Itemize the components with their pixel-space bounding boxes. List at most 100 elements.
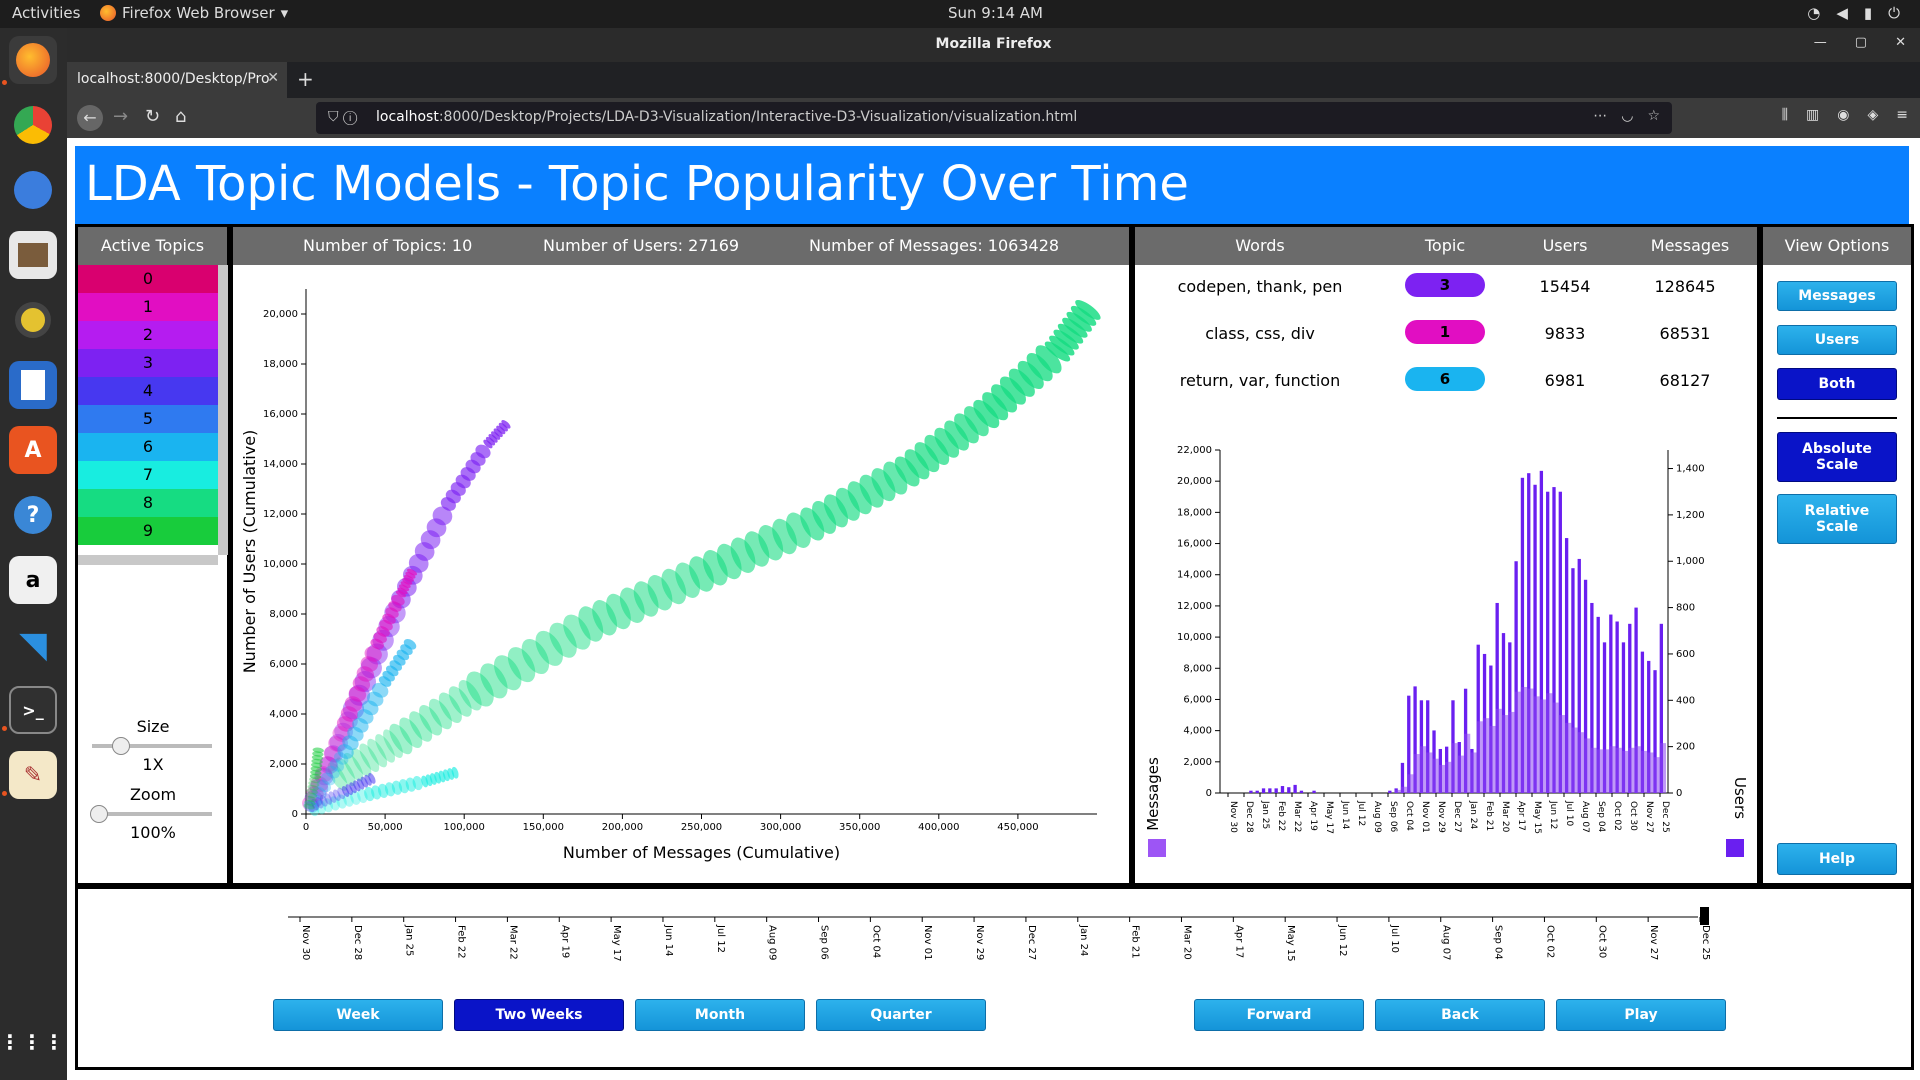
topic-toggle-9[interactable]: 9 [78,517,218,545]
topic-9-trail[interactable] [303,747,324,810]
messages-legend-swatch[interactable] [1148,839,1166,857]
close-tab-icon[interactable]: ✕ [267,70,279,86]
left-tick-label: 2,000 [1183,757,1212,768]
topic-toggle-4[interactable]: 4 [78,377,218,405]
back-button[interactable]: Back [1375,999,1545,1031]
pocket-icon[interactable]: ◡ [1621,108,1634,124]
app-menu[interactable]: Firefox Web Browser ▾ [100,4,288,22]
month-button[interactable]: Month [635,999,805,1031]
firefox-launcher[interactable] [9,36,57,84]
scatter-chart[interactable]: 0 50,000 100,000 150,000 200,000 250,000 300,0… [233,265,1129,883]
amazon-launcher[interactable]: a [9,556,57,604]
absolute-scale-button[interactable]: Absolute Scale [1777,432,1897,482]
bubble [999,376,1026,405]
topic-toggle-2[interactable]: 2 [78,321,218,349]
table-row[interactable]: return, var, function 6 6981 68127 [1135,361,1755,401]
bubble [973,399,1000,429]
horizontal-scrollbar[interactable] [78,555,218,565]
size-slider-handle[interactable] [112,737,130,755]
topic-toggle-7[interactable]: 7 [78,461,218,489]
week-button[interactable]: Week [273,999,443,1031]
browser-tab[interactable]: localhost:8000/Desktop/Pro ✕ [67,62,287,98]
menu-icon[interactable]: ≡ [1896,107,1908,123]
software-icon: A [24,437,42,463]
system-tray[interactable]: ◔ ◀ ▮ ⏻ [1807,4,1900,22]
bubble [306,800,315,813]
topic-toggle-1[interactable]: 1 [78,293,218,321]
quarter-button[interactable]: Quarter [816,999,986,1031]
bookmark-star-icon[interactable]: ☆ [1647,108,1660,124]
row-topic-badge[interactable]: 1 [1405,320,1485,344]
thunderbird-launcher[interactable] [9,166,57,214]
row-topic-badge[interactable]: 3 [1405,273,1485,297]
timeline-axis[interactable]: Nov 30 Dec 28 Jan 25 Feb 22 Mar 22 Apr 19 May … [78,889,1911,989]
topic-7-trail[interactable] [307,766,460,817]
show-applications-button[interactable]: ⋮⋮⋮ [0,1018,64,1066]
timeline-handle[interactable] [1700,907,1709,925]
close-icon[interactable]: ✕ [1895,35,1906,50]
text-editor-launcher[interactable]: ✎ [9,751,57,799]
forward-button[interactable]: Forward [1194,999,1364,1031]
help-button[interactable]: Help [1777,843,1897,875]
software-launcher[interactable]: A [9,426,57,474]
relative-scale-button[interactable]: Relative Scale [1777,494,1897,544]
timeline-tick-label: May 17 [611,925,622,962]
topic-toggle-8[interactable]: 8 [78,489,218,517]
topic-8-trail[interactable] [324,297,1103,794]
topic-toggle-5[interactable]: 5 [78,405,218,433]
bubble [493,428,503,438]
bubble [304,790,324,808]
home-icon[interactable]: ⌂ [175,106,187,127]
bubble [367,738,388,768]
x-tick-label: Mar 22 [1292,801,1302,832]
zoom-slider[interactable] [90,805,212,823]
row-topic-badge[interactable]: 6 [1405,367,1485,391]
messages-users-bar-chart[interactable]: 0 2,000 4,000 6,000 8,000 10,000 12,000 14,000 1… [1135,432,1757,882]
maximize-icon[interactable]: ▢ [1854,35,1868,50]
account-icon[interactable]: ◉ [1837,107,1850,123]
thunderbird-icon [14,171,52,209]
files-launcher[interactable] [9,231,57,279]
system-top-bar: Activities Firefox Web Browser ▾ Sun 9:14… [0,0,1920,28]
users-view-button[interactable]: Users [1777,325,1897,355]
page-actions-icon[interactable]: ⋯ [1593,108,1608,124]
topic-toggle-0[interactable]: 0 [78,265,218,293]
bubble [400,581,411,588]
topic-4-trail[interactable] [305,772,377,814]
vscode-launcher[interactable]: ◥ [9,621,57,669]
play-button[interactable]: Play [1556,999,1726,1031]
minimize-icon[interactable]: — [1813,35,1827,50]
activities-button[interactable]: Activities [12,4,81,22]
vertical-scrollbar[interactable] [218,265,228,555]
topic-6-trail[interactable] [301,637,418,816]
table-row[interactable]: codepen, thank, pen 3 15454 128645 [1135,267,1755,307]
terminal-launcher[interactable]: >_ [9,686,57,734]
chrome-launcher[interactable] [9,101,57,149]
timeline-tick-label: Feb 22 [456,925,467,959]
messages-view-button[interactable]: Messages [1777,281,1897,311]
zoom-slider-handle[interactable] [90,805,108,823]
size-slider[interactable] [92,737,212,755]
topic-toggle-6[interactable]: 6 [78,433,218,461]
new-tab-icon[interactable]: + [297,67,314,91]
two-weeks-button[interactable]: Two Weeks [454,999,624,1031]
extension-icon[interactable]: ◈ [1867,107,1879,123]
reload-icon[interactable]: ↻ [145,106,161,127]
table-row[interactable]: class, css, div 1 9833 68531 [1135,314,1755,354]
both-view-button[interactable]: Both [1777,368,1897,400]
bubble [349,782,357,794]
right-tick-label: 800 [1676,603,1695,614]
url-bar[interactable]: ⛉ ⓘ localhost:8000/Desktop/Projects/LDA-… [316,102,1672,134]
words-column-header: Words [1235,236,1285,255]
topic-toggle-3[interactable]: 3 [78,349,218,377]
x-tick-label: Aug 09 [1372,801,1382,833]
users-legend-swatch[interactable] [1726,839,1744,857]
sidebar-icon[interactable]: ▥ [1806,107,1820,123]
clock[interactable]: Sun 9:14 AM [948,4,1043,22]
help-launcher[interactable]: ? [9,491,57,539]
forward-icon[interactable]: → [113,106,129,127]
writer-launcher[interactable] [9,361,57,409]
rhythmbox-launcher[interactable] [9,296,57,344]
library-icon[interactable]: ⫼ [1781,107,1789,123]
back-icon[interactable]: ← [77,105,103,131]
